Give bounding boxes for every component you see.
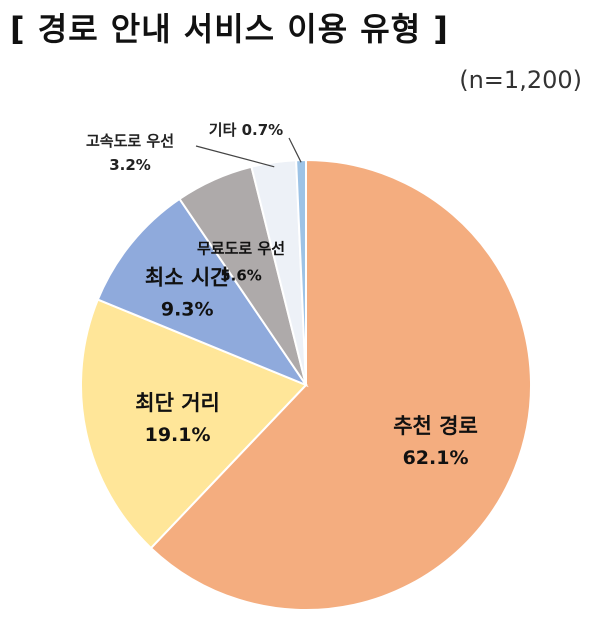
pie-slice [149,158,532,611]
slice-label: 추천 경로 [393,414,478,438]
page-title: [ 경로 안내 서비스 이용 유형 ] [10,10,449,48]
slice-value-label: 9.3% [161,299,214,321]
slice-label: 무료도로 우선 [197,240,285,258]
leader-line [288,137,302,163]
leader-line [195,145,275,168]
pie-slice [80,298,308,550]
slice-label: 기타 0.7% [209,121,283,139]
slice-value-label: 3.2% [109,156,151,174]
pie-slice [295,158,307,386]
slice-value-label: 5.6% [220,267,262,285]
slice-label: 최소 시간 [145,266,230,290]
slice-label: 고속도로 우선 [86,132,174,150]
pie-slice [96,197,309,388]
slice-value-label: 19.1% [145,424,211,446]
sample-size-note: (n=1,200) [459,66,582,94]
slice-value-label: 62.1% [403,447,469,469]
slice-label: 최단 거리 [135,391,220,415]
